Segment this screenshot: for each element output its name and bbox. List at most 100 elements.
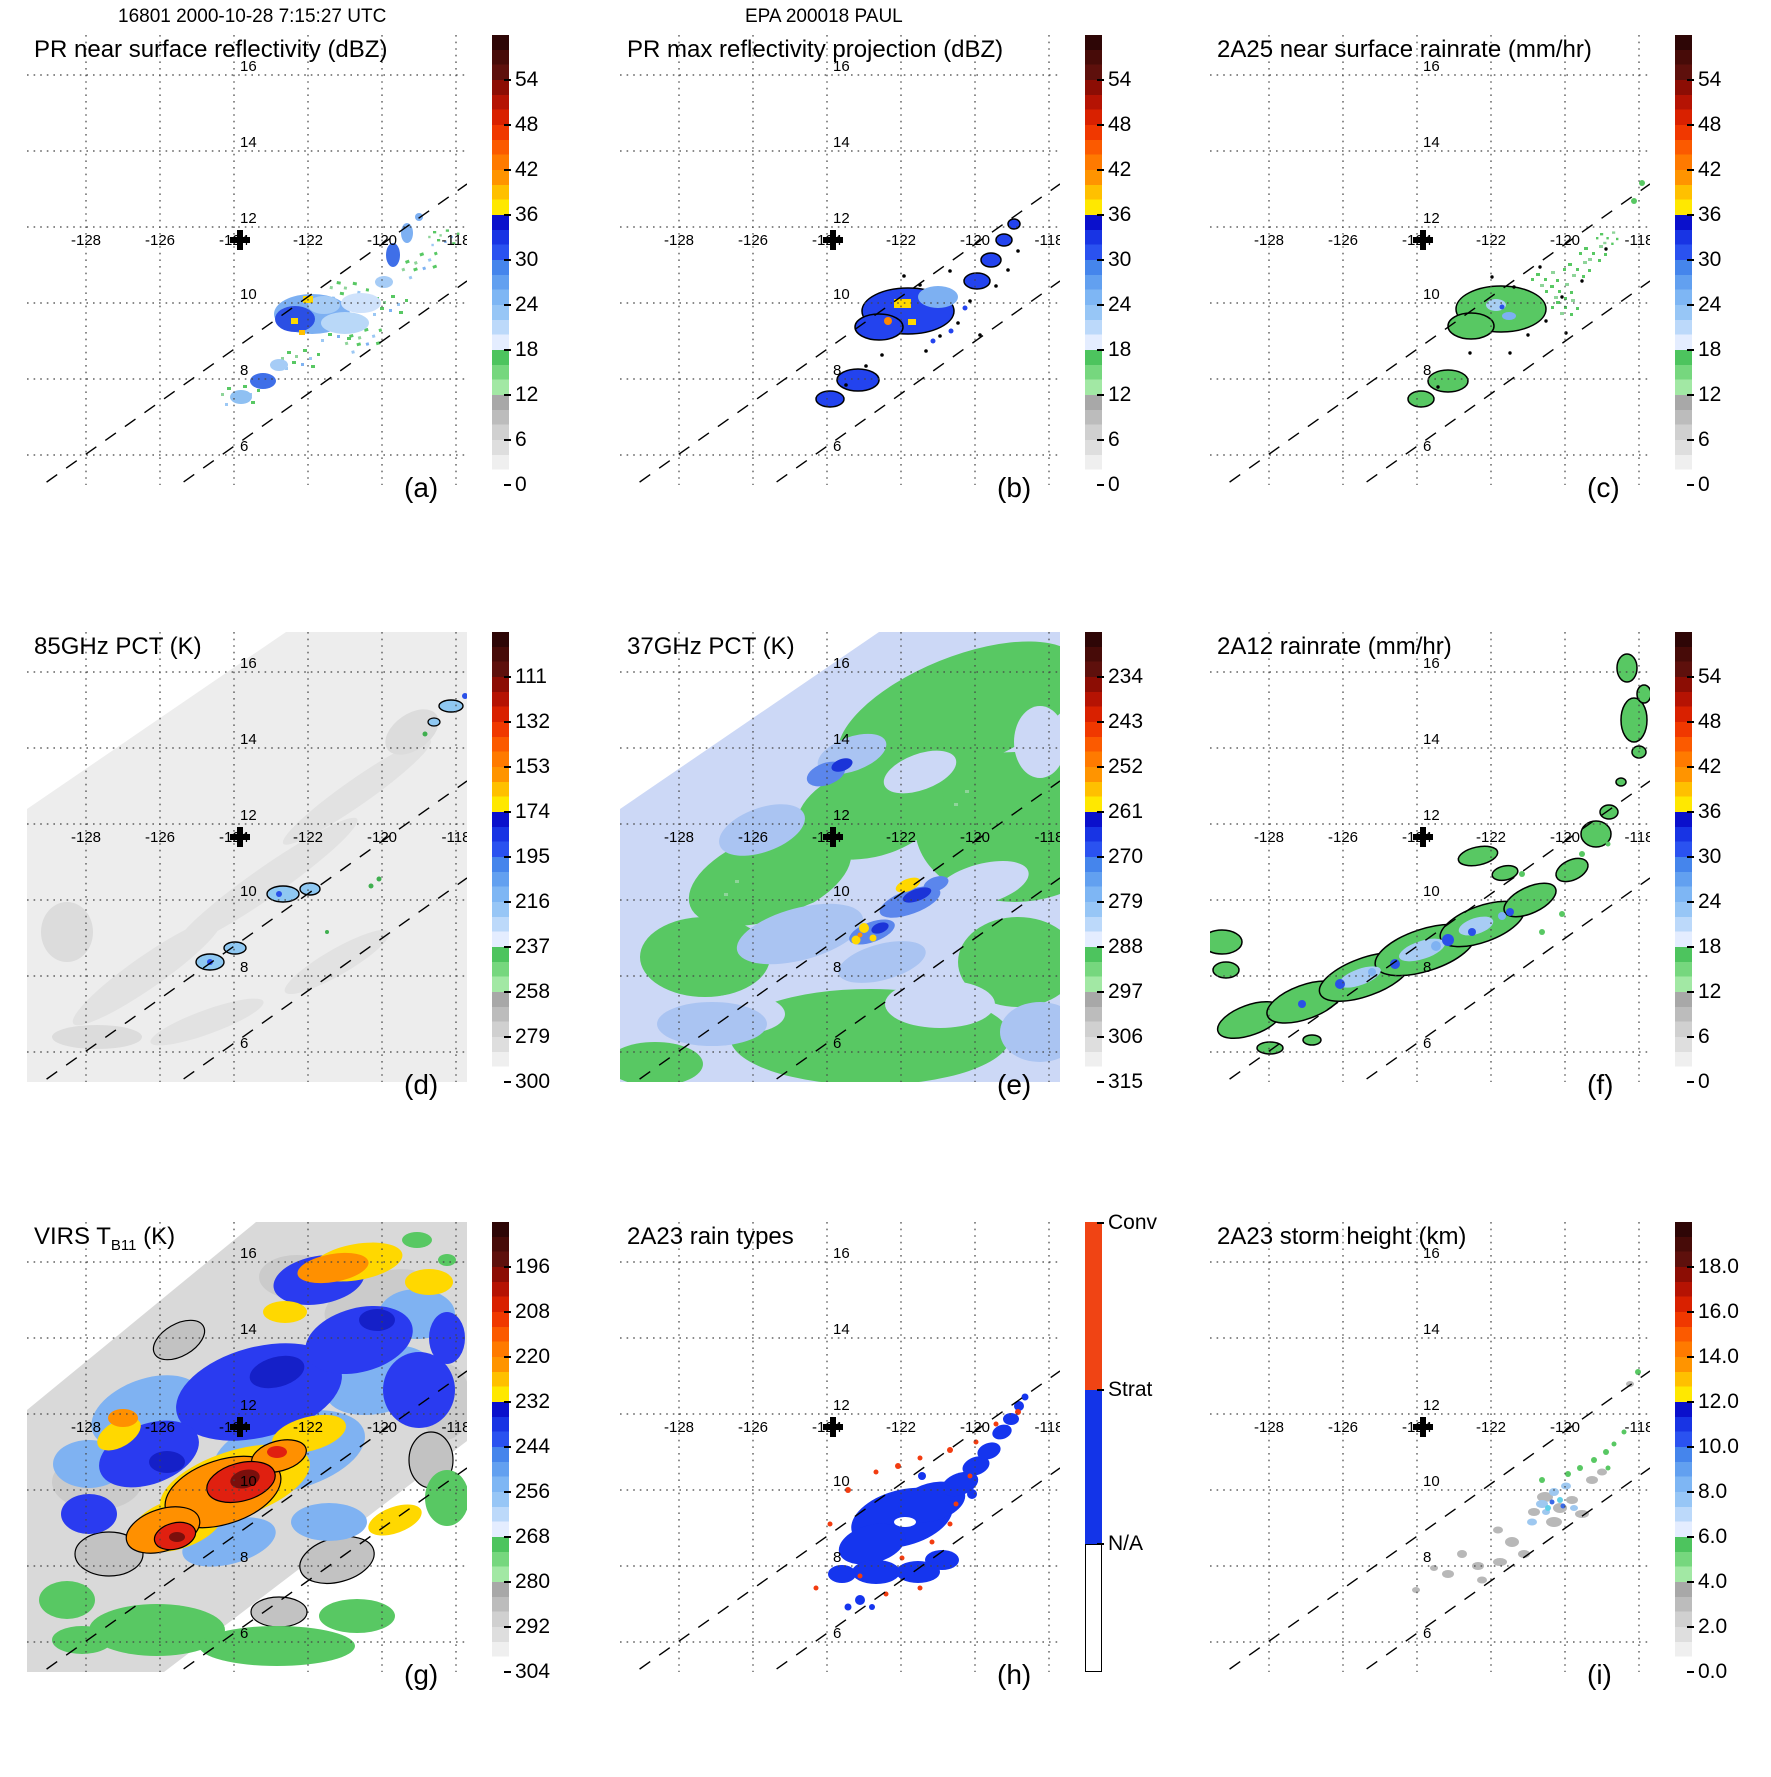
colorbar bbox=[1675, 632, 1692, 1082]
colorbar-tick-label: 288 bbox=[1096, 935, 1144, 958]
colorbar-tick-label: 237 bbox=[503, 935, 551, 958]
stratiform-segment bbox=[1085, 1390, 1102, 1544]
map-37ghz-pct bbox=[620, 632, 1060, 1082]
colorbar-tick-label: 42 bbox=[503, 158, 539, 181]
colorbar-tick-label: 14.0 bbox=[1687, 1345, 1739, 1368]
storm-height-field bbox=[1412, 1369, 1641, 1593]
panel-title: VIRS TB11 (K) bbox=[34, 1223, 176, 1254]
pct37-field bbox=[620, 632, 1060, 1082]
storm-id-header: EPA 200018 PAUL bbox=[745, 6, 903, 27]
orbit-datetime-header: 16801 2000-10-28 7:15:27 UTC bbox=[118, 6, 387, 27]
pct85-field bbox=[27, 632, 467, 1082]
colorbar-tick-label: 232 bbox=[503, 1390, 551, 1413]
colorbar-labels: 54 48 42 36 30 24 18 12 6 0 bbox=[503, 35, 571, 505]
title-subscript: B11 bbox=[110, 1237, 137, 1254]
map-pr-max-reflectivity bbox=[620, 35, 1060, 485]
colorbar-tick-label: 196 bbox=[503, 1255, 551, 1278]
colorbar-tick-label: 300 bbox=[503, 1070, 551, 1093]
colorbar-tick-label: 12 bbox=[1686, 383, 1722, 406]
colorbar-tick-label: 0 bbox=[504, 473, 527, 496]
max-reflectivity-field bbox=[815, 218, 1021, 408]
colorbar-tick-label: 8.0 bbox=[1686, 1480, 1728, 1503]
colorbar-tick-label: 306 bbox=[1096, 1025, 1144, 1048]
color-bar-labels: 111 132 153 174 195 216 237 258 279 300 bbox=[503, 632, 571, 1102]
colorbar-tick-label: 279 bbox=[1096, 890, 1144, 913]
colorbar-tick-label: 48 bbox=[1096, 113, 1132, 136]
colorbar-tick-label: 12 bbox=[1096, 383, 1132, 406]
panel-letter: (e) bbox=[997, 1069, 1032, 1100]
colorbar-tick-label: 111 bbox=[504, 665, 547, 688]
rain-type-colorbar bbox=[1085, 1222, 1102, 1672]
colorbar-labels: 18.0 16.0 14.0 12.0 10.0 8.0 6.0 4.0 2.0 0.0 bbox=[1686, 1222, 1754, 1692]
colorbar-labels: 54 48 42 36 30 24 18 12 6 0 bbox=[1686, 632, 1754, 1102]
colorbar-tick-label: 54 bbox=[1686, 68, 1722, 91]
panel-i: 2A23 storm height (km) bbox=[1183, 1187, 1771, 1777]
colorbar-tick-label: Strat bbox=[1096, 1378, 1153, 1401]
colorbar-tick-label: 6 bbox=[1687, 428, 1710, 451]
colorbar-tick-label: 30 bbox=[1686, 845, 1722, 868]
colorbar bbox=[492, 1222, 509, 1672]
panel-letter: (c) bbox=[1587, 472, 1620, 503]
panel-title: PR near surface reflectivity (dBZ) bbox=[34, 36, 388, 63]
colorbar-tick-label: 4.0 bbox=[1686, 1570, 1728, 1593]
colorbar bbox=[1085, 632, 1102, 1082]
colorbar-tick-label: 0 bbox=[1687, 473, 1710, 496]
map-2a12-rainrate bbox=[1210, 632, 1650, 1082]
panel-title: 2A23 storm height (km) bbox=[1217, 1223, 1467, 1250]
panel-letter: (a) bbox=[404, 472, 439, 503]
colorbar-tick-label: 54 bbox=[503, 68, 539, 91]
panel-a: PR near surface reflectivity (dBZ) bbox=[0, 0, 590, 590]
colorbar-tick-label: 244 bbox=[503, 1435, 551, 1458]
colorbar-tick-label: 315 bbox=[1096, 1070, 1144, 1093]
colorbar-tick-label: 297 bbox=[1096, 980, 1144, 1003]
colorbar-tick-label: 12 bbox=[1686, 980, 1722, 1003]
colorbar-tick-label: 174 bbox=[503, 800, 551, 823]
colorbar bbox=[1675, 1222, 1692, 1672]
panel-b: PR max reflectivity projection (dBZ) bbox=[593, 0, 1183, 590]
colorbar-tick-label: 0.0 bbox=[1686, 1660, 1728, 1683]
panel-c: 2A25 near surface rainrate (mm/hr) bbox=[1183, 0, 1771, 590]
colorbar-tick-label: 0 bbox=[1687, 1070, 1710, 1093]
panel-letter: (f) bbox=[1587, 1069, 1614, 1100]
colorbar-tick-label: 42 bbox=[1686, 755, 1722, 778]
colorbar-tick-label: 30 bbox=[503, 248, 539, 271]
panel-title: 2A25 near surface rainrate (mm/hr) bbox=[1217, 36, 1592, 63]
colorbar-tick-label: 208 bbox=[503, 1300, 551, 1323]
colorbar-tick-label: 2.0 bbox=[1686, 1615, 1728, 1638]
colorbar bbox=[1085, 35, 1102, 485]
colorbar-tick-label: 304 bbox=[503, 1660, 551, 1683]
colorbar-tick-label: 6 bbox=[1097, 428, 1120, 451]
colorbar-tick-label: 16.0 bbox=[1687, 1300, 1739, 1323]
colorbar-tick-label: 48 bbox=[1686, 710, 1722, 733]
panel-f: 2A12 rainrate (mm/hr) bbox=[1183, 597, 1771, 1187]
panel-title: 2A12 rainrate (mm/hr) bbox=[1217, 633, 1452, 660]
panel-letter: (h) bbox=[997, 1659, 1032, 1690]
colorbar-tick-label: 18 bbox=[1686, 935, 1722, 958]
colorbar-tick-label: 258 bbox=[503, 980, 551, 1003]
colorbar-tick-label: 234 bbox=[1096, 665, 1144, 688]
colorbar-tick-label: 18 bbox=[1096, 338, 1132, 361]
colorbar-tick-label: 24 bbox=[1686, 890, 1722, 913]
colorbar-tick-label: 36 bbox=[1096, 203, 1132, 226]
colorbar bbox=[1675, 35, 1692, 485]
map-2a25-rainrate bbox=[1210, 35, 1650, 485]
reflectivity-field bbox=[221, 213, 460, 406]
panel-letter: (d) bbox=[404, 1069, 439, 1100]
panel-g: VIRS TB11 (K) bbox=[0, 1187, 590, 1777]
colorbar-tick-label: 10.0 bbox=[1687, 1435, 1739, 1458]
colorbar-tick-label: 216 bbox=[503, 890, 551, 913]
convective-segment bbox=[1085, 1222, 1102, 1390]
rainrate-field bbox=[1407, 180, 1645, 408]
colorbar bbox=[492, 632, 509, 1082]
na-segment bbox=[1085, 1544, 1102, 1672]
colorbar-tick-label: 268 bbox=[503, 1525, 551, 1548]
colorbar-tick-label: 280 bbox=[503, 1570, 551, 1593]
map-pr-reflectivity bbox=[27, 35, 467, 485]
colorbar-tick-label: 36 bbox=[1686, 800, 1722, 823]
colorbar-tick-label: 6.0 bbox=[1686, 1525, 1728, 1548]
colorbar-tick-label: 153 bbox=[503, 755, 551, 778]
colorbar-tick-label: 54 bbox=[1686, 665, 1722, 688]
colorbar-tick-label: 42 bbox=[1686, 158, 1722, 181]
panel-h: 2A23 rain types bbox=[593, 1187, 1183, 1777]
